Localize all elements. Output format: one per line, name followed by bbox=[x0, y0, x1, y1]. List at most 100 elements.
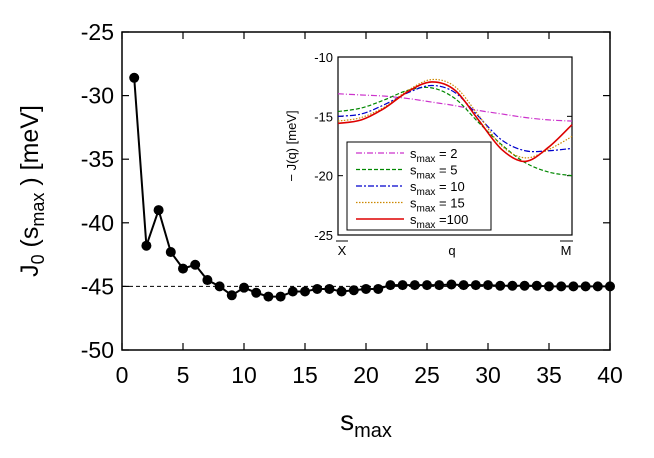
x-tick-label: 25 bbox=[414, 362, 440, 388]
inset-legend-label: smax =100 bbox=[410, 212, 468, 231]
data-point bbox=[251, 287, 262, 298]
data-point bbox=[422, 280, 432, 291]
data-point bbox=[495, 280, 506, 291]
x-tick-label: 35 bbox=[536, 362, 562, 388]
x-axis-title-main: s bbox=[340, 405, 354, 436]
x-axis-title-sub: max bbox=[354, 420, 392, 442]
inset-series-line bbox=[337, 93, 573, 122]
inset-legend-label-sub: max bbox=[417, 171, 436, 182]
y-tick-label: -40 bbox=[81, 210, 114, 236]
y-axis-title-open: (s bbox=[16, 227, 44, 255]
inset-legend-label-main: s bbox=[410, 163, 417, 178]
inset-series-line bbox=[337, 81, 573, 163]
data-point bbox=[605, 281, 615, 292]
x-tick-label: 15 bbox=[292, 362, 318, 388]
y-tick-label: -30 bbox=[81, 83, 114, 109]
data-point bbox=[153, 205, 164, 216]
inset-y-tick-label: -25 bbox=[314, 228, 333, 243]
data-point bbox=[458, 280, 469, 291]
x-tick-label: 10 bbox=[231, 362, 257, 388]
data-point bbox=[324, 283, 335, 294]
data-point bbox=[129, 72, 140, 83]
inset-series-line bbox=[337, 78, 573, 159]
data-point bbox=[470, 280, 481, 291]
inset-legend-label: smax = 10 bbox=[410, 179, 465, 198]
inset-y-tick-label: -20 bbox=[314, 169, 333, 184]
data-point bbox=[275, 291, 286, 302]
inset-x-axis-title: q bbox=[448, 243, 455, 258]
data-point bbox=[141, 240, 152, 251]
data-point bbox=[568, 281, 579, 292]
inset-legend-label-value: = 2 bbox=[435, 146, 457, 161]
x-tick-label: 5 bbox=[177, 362, 190, 388]
data-point bbox=[580, 281, 591, 292]
y-tick-label: -45 bbox=[81, 273, 114, 299]
data-point bbox=[531, 280, 542, 291]
x-axis-title: smax bbox=[340, 405, 392, 442]
y-tick-label: -50 bbox=[81, 337, 114, 363]
inset-series-line bbox=[337, 86, 573, 177]
data-point bbox=[336, 286, 347, 297]
inset-legend-label-main: s bbox=[410, 179, 417, 194]
inset-series-lines bbox=[337, 78, 573, 177]
data-point bbox=[544, 281, 554, 292]
inset-series-line bbox=[337, 84, 573, 153]
data-point bbox=[226, 290, 237, 301]
y-tick-label: -25 bbox=[81, 19, 114, 45]
data-point bbox=[348, 285, 359, 296]
data-point bbox=[373, 283, 384, 294]
data-point bbox=[434, 280, 445, 291]
data-point bbox=[361, 283, 371, 294]
inset-legend-label-sub: max bbox=[417, 204, 436, 215]
data-point bbox=[556, 281, 567, 292]
inset-legend-label: smax = 5 bbox=[410, 163, 457, 182]
x-tick-label: 20 bbox=[353, 362, 379, 388]
inset-legend-label: smax = 15 bbox=[410, 196, 465, 215]
data-point bbox=[409, 280, 420, 291]
data-point bbox=[214, 281, 225, 292]
inset-y-tick-label: -10 bbox=[314, 50, 333, 65]
series-points bbox=[129, 72, 615, 302]
data-point bbox=[483, 280, 493, 291]
data-point bbox=[178, 263, 188, 274]
inset-x-label-end: M bbox=[561, 243, 572, 258]
y-axis-title: J0 (smax ) [meV] bbox=[16, 105, 48, 277]
data-point bbox=[287, 286, 298, 297]
data-point bbox=[519, 280, 530, 291]
y-axis-title-main: J bbox=[16, 264, 44, 277]
inset-y-axis-title: − J(q) [meV] bbox=[284, 110, 299, 181]
y-axis-title-sub1: max bbox=[28, 193, 48, 227]
data-point bbox=[397, 280, 408, 291]
inset-legend-label-value: = 5 bbox=[435, 163, 457, 178]
y-axis-title-close: ) [meV] bbox=[16, 105, 44, 193]
inset-legend-label-sub: max bbox=[417, 187, 436, 198]
inset-legend-label-value: =100 bbox=[435, 212, 468, 227]
data-point bbox=[446, 279, 457, 290]
data-point bbox=[202, 275, 213, 286]
data-point bbox=[312, 283, 323, 294]
inset-legend-label-main: s bbox=[410, 196, 417, 211]
x-tick-label: 40 bbox=[597, 362, 623, 388]
series-line bbox=[133, 77, 610, 298]
data-point bbox=[385, 280, 396, 291]
data-point bbox=[300, 286, 310, 297]
data-point bbox=[263, 291, 274, 302]
x-tick-label: 0 bbox=[116, 362, 129, 388]
inset-axis-ticks: -25 -20 -15 -10 bbox=[314, 50, 572, 243]
data-point bbox=[239, 282, 249, 293]
inset-legend-label-sub: max bbox=[417, 220, 436, 231]
data-point bbox=[190, 259, 201, 270]
inset-plot: -25-20-15-10 − J(q) [meV] q X M smax = 2… bbox=[284, 50, 573, 258]
x-tick-label: 30 bbox=[475, 362, 501, 388]
inset-legend-label-value: = 15 bbox=[435, 196, 464, 211]
inset-legend-label: smax = 2 bbox=[410, 146, 457, 165]
inset-y-tick-label: -15 bbox=[314, 109, 333, 124]
inset-legend-label-main: s bbox=[410, 212, 417, 227]
inset-legend-label-sub: max bbox=[417, 154, 436, 165]
inset-legend-label-main: s bbox=[410, 146, 417, 161]
inset-legend-label-value: = 10 bbox=[435, 179, 464, 194]
y-axis-title-sub0: 0 bbox=[28, 254, 48, 264]
